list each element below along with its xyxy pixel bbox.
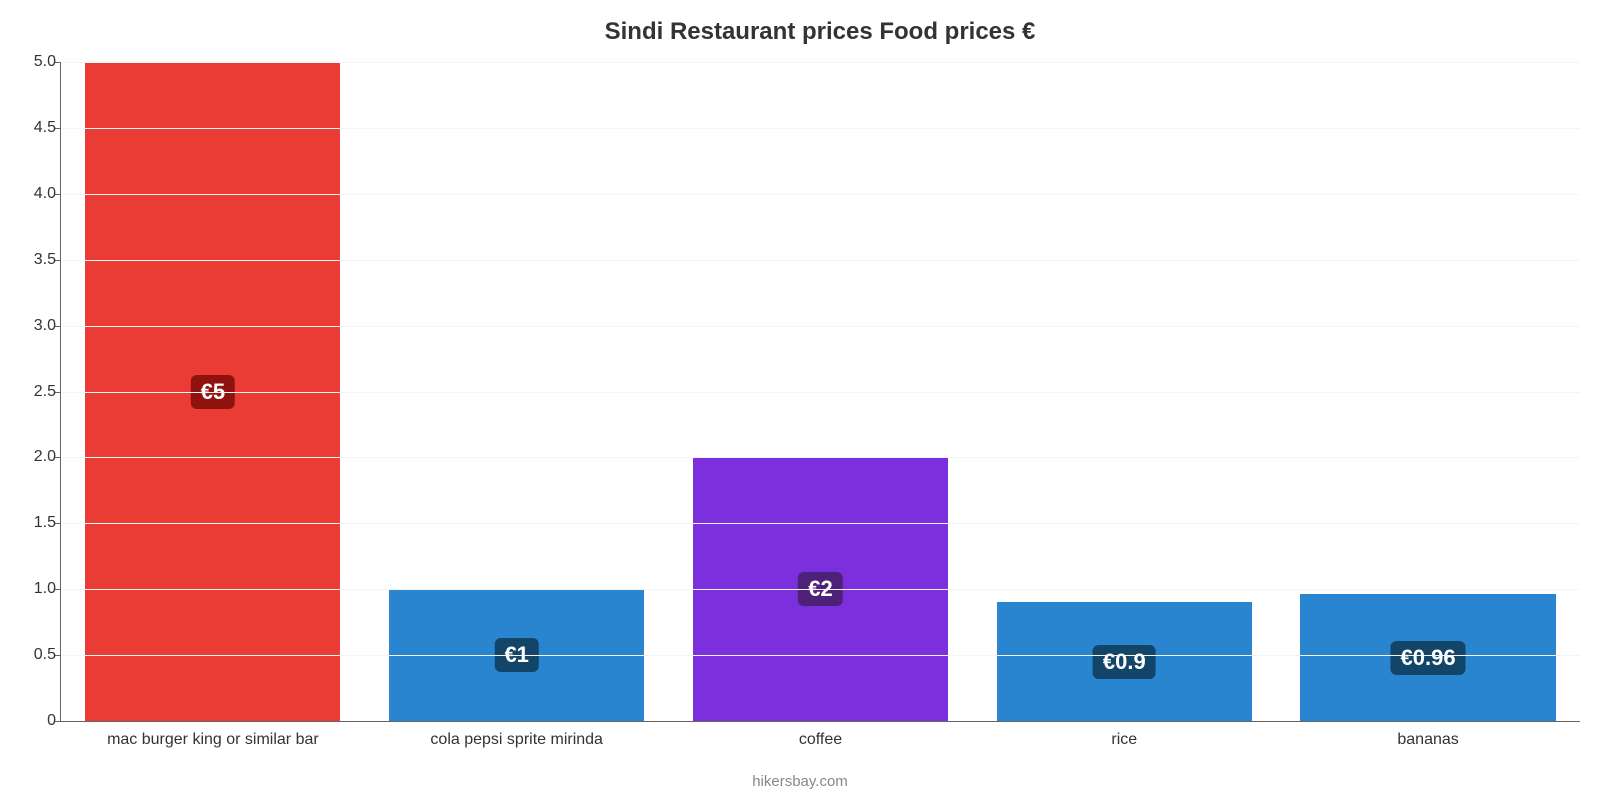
gridline <box>61 194 1580 195</box>
ytick-label: 1.5 <box>16 514 56 532</box>
ytick-label: 3.0 <box>16 317 56 335</box>
xtick-label: coffee <box>799 731 842 749</box>
gridline <box>61 655 1580 656</box>
chart-title: Sindi Restaurant prices Food prices € <box>60 18 1580 46</box>
bar: €0.96 <box>1300 594 1555 721</box>
xtick-label: mac burger king or similar bar <box>107 731 319 749</box>
gridline <box>61 62 1580 63</box>
chart-source-label: hikersbay.com <box>0 773 1600 790</box>
gridline <box>61 523 1580 524</box>
ytick-label: 0 <box>16 712 56 730</box>
gridline <box>61 392 1580 393</box>
xtick-label: cola pepsi sprite mirinda <box>430 731 603 749</box>
xtick-label: bananas <box>1397 731 1458 749</box>
plot-area: €5mac burger king or similar bar€1cola p… <box>60 62 1580 722</box>
bar-value-label: €0.9 <box>1093 645 1156 679</box>
xtick-label: rice <box>1111 731 1137 749</box>
gridline <box>61 589 1580 590</box>
gridline <box>61 326 1580 327</box>
ytick-label: 0.5 <box>16 646 56 664</box>
ytick-label: 4.5 <box>16 119 56 137</box>
chart-container: Sindi Restaurant prices Food prices € €5… <box>0 0 1600 800</box>
ytick-label: 5.0 <box>16 53 56 71</box>
ytick-label: 2.5 <box>16 383 56 401</box>
ytick-label: 2.0 <box>16 448 56 466</box>
bar-value-label: €0.96 <box>1391 641 1466 675</box>
ytick-label: 1.0 <box>16 580 56 598</box>
gridline <box>61 457 1580 458</box>
bar: €0.9 <box>997 602 1252 721</box>
gridline <box>61 260 1580 261</box>
ytick-label: 3.5 <box>16 251 56 269</box>
ytick-label: 4.0 <box>16 185 56 203</box>
gridline <box>61 128 1580 129</box>
